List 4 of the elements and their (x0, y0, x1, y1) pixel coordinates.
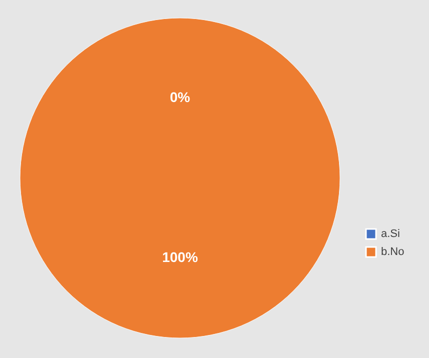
legend-label: a.Si (381, 228, 400, 240)
legend-label: b.No (381, 246, 404, 258)
text: 0% (170, 89, 190, 105)
data-label: 100% (162, 249, 198, 265)
